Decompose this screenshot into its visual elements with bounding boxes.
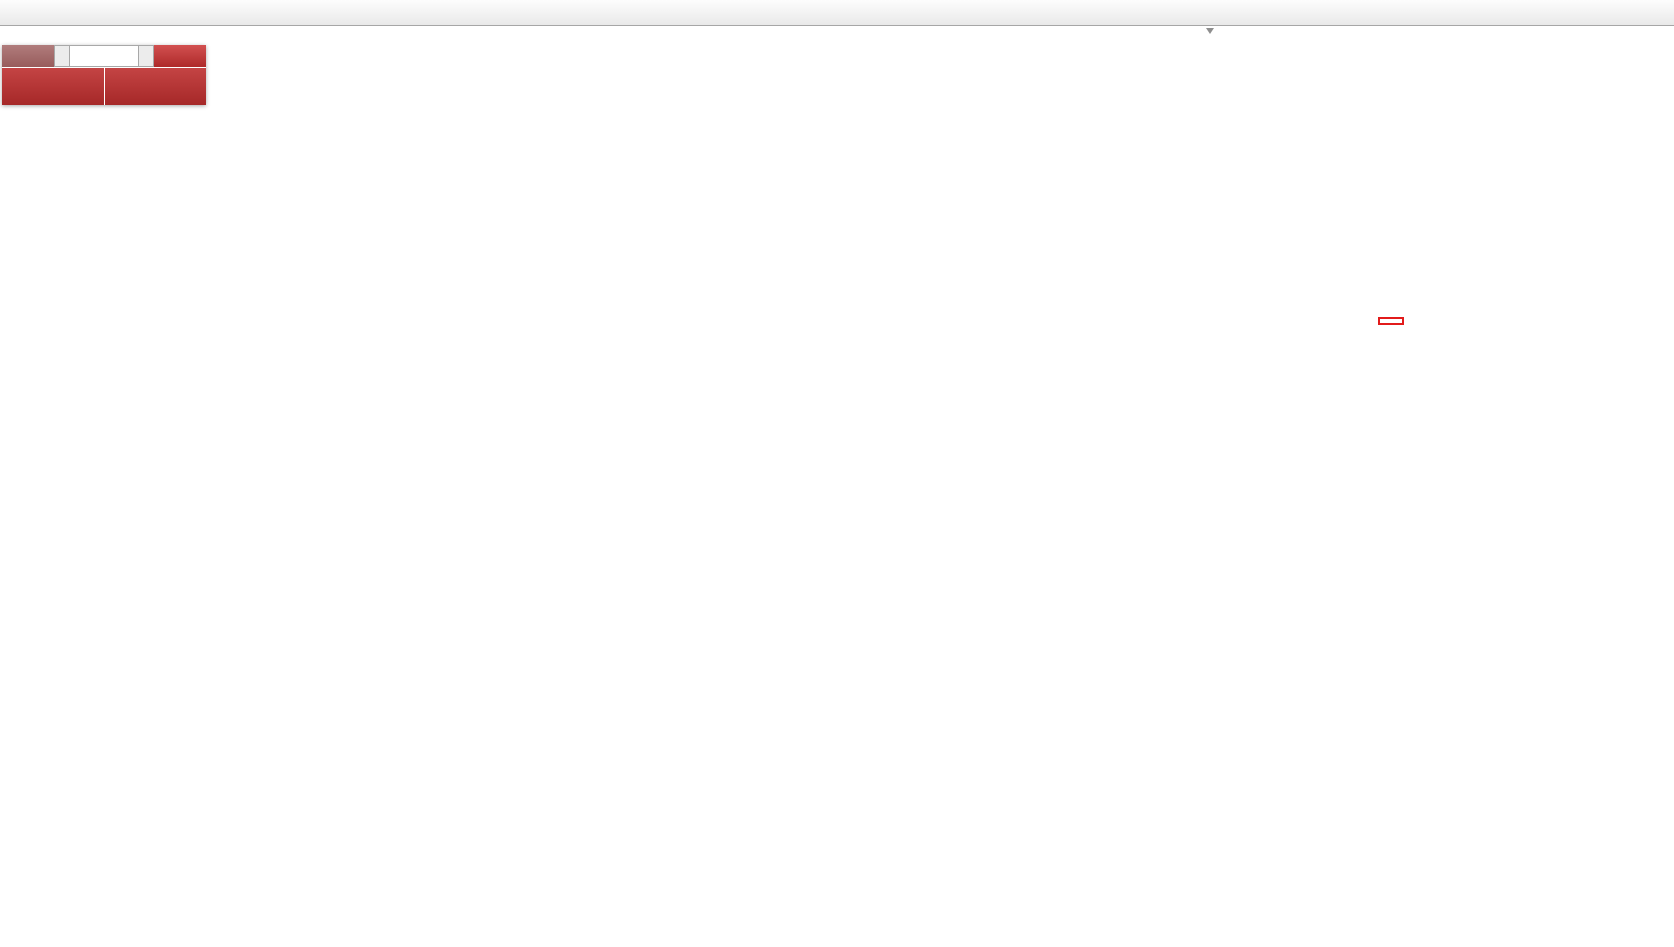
sell-button[interactable]: [2, 45, 54, 67]
one-click-trading-panel: [2, 45, 206, 105]
macd-indicator-label: [4, 554, 22, 566]
buy-button[interactable]: [154, 45, 206, 67]
chart-shift-marker[interactable]: [1206, 28, 1214, 34]
toolbar: [0, 0, 1674, 26]
volume-decrease-button[interactable]: [54, 45, 70, 67]
volume-increase-button[interactable]: [138, 45, 154, 67]
rsi-indicator-label: [4, 722, 16, 734]
volume-input[interactable]: [70, 45, 138, 67]
price-callout-label[interactable]: [1378, 317, 1404, 325]
sell-price-box[interactable]: [2, 68, 104, 105]
buy-price-box[interactable]: [104, 68, 206, 105]
